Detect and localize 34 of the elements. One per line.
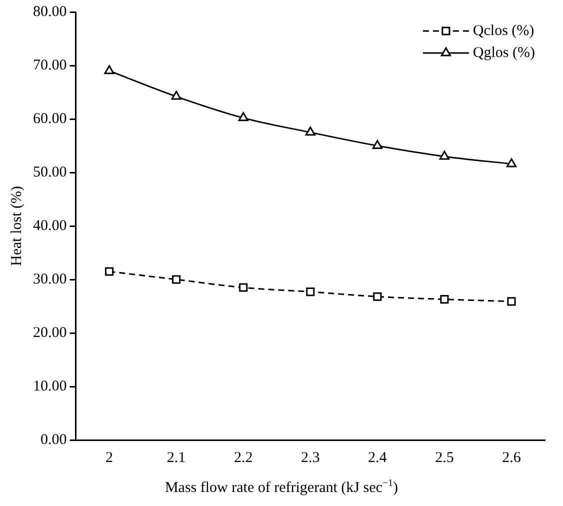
y-tick-label: 10.00: [33, 378, 67, 394]
x-tick-label: 2: [106, 450, 114, 466]
point: [439, 150, 450, 160]
y-tick-label: 80.00: [33, 4, 67, 20]
point: [238, 112, 248, 122]
y-tick-label: 20.00: [33, 324, 67, 341]
x-tick-label: 2.5: [435, 450, 454, 466]
point: [171, 90, 182, 100]
point: [506, 158, 517, 168]
point: [172, 275, 181, 284]
point: [104, 267, 114, 276]
y-tick-label: 0.00: [40, 432, 67, 448]
legend-label: Qclos (%): [472, 22, 534, 39]
y-tick-label: 50.00: [33, 164, 67, 180]
y-tick-label: 70.00: [33, 57, 67, 74]
x-tick-label: 2.3: [301, 450, 320, 466]
point: [507, 297, 516, 306]
legend-label: Qglos (%): [472, 44, 536, 61]
y-tick-label: 40.00: [33, 218, 67, 234]
x-tick-label: 2.4: [368, 450, 388, 466]
point: [372, 140, 382, 149]
point: [104, 65, 114, 74]
y-axis-title: Heat lost (%): [8, 186, 25, 266]
x-tick-label: 2.1: [166, 450, 186, 466]
y-tick-label: 30.00: [33, 271, 67, 288]
point: [306, 288, 315, 296]
point: [373, 292, 382, 301]
point: [305, 126, 316, 136]
point: [440, 295, 449, 304]
point: [239, 283, 248, 292]
y-tick-label: 60.00: [33, 110, 67, 127]
x-tick-label: 2.6: [502, 450, 522, 466]
x-axis-title: Mass flow rate of refrigerant (kJ sec$^{−1}$): [164, 478, 400, 497]
x-tick-label: 2.2: [234, 450, 253, 466]
